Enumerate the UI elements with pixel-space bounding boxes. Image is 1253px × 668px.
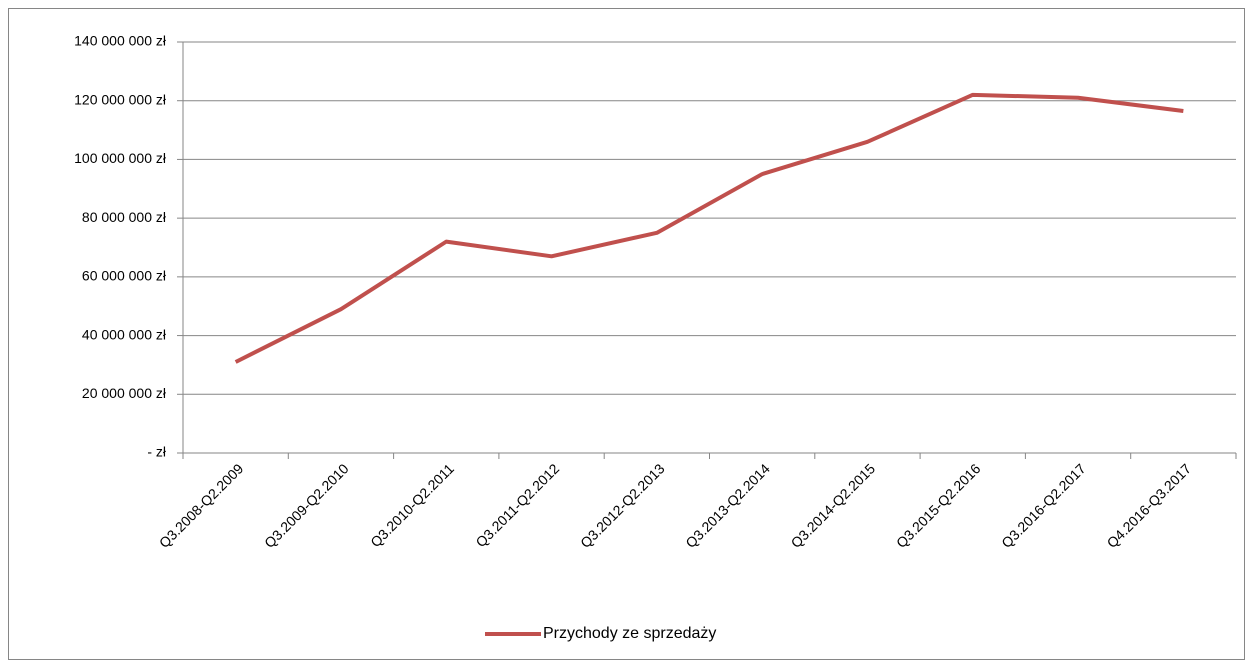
legend-label: Przychody ze sprzedaży xyxy=(543,625,716,642)
chart-frame xyxy=(8,8,1245,660)
y-tick-label: 100 000 000 zł xyxy=(74,150,167,166)
data-line xyxy=(234,92,1184,364)
y-tick-label: 40 000 000 zł xyxy=(82,326,167,342)
y-tick-label: 20 000 000 zł xyxy=(82,385,167,401)
y-tick-label: 140 000 000 zł xyxy=(74,33,167,49)
y-tick-label: 80 000 000 zł xyxy=(82,209,167,225)
y-tick-label: 60 000 000 zł xyxy=(82,268,167,284)
y-tick-label: - zł xyxy=(147,444,167,460)
y-tick-label: 120 000 000 zł xyxy=(74,91,167,107)
